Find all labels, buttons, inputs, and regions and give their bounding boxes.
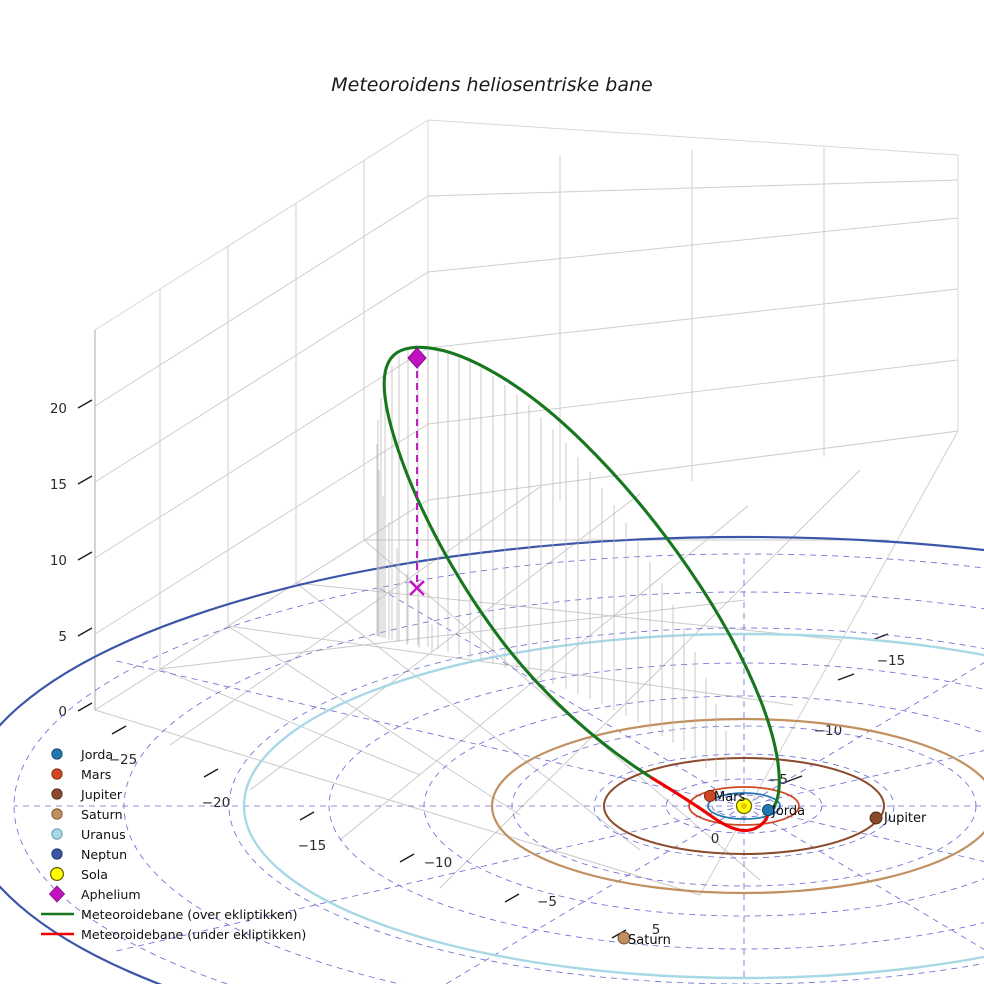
z-axis (77, 330, 96, 712)
z-tick-4: 20 (50, 401, 67, 417)
x-tick-6: 5 (652, 922, 661, 938)
aphelion-marker (407, 347, 427, 369)
meteoroid-orbit-over-ecliptic (382, 345, 781, 814)
planet-label-saturn: Saturn (628, 933, 671, 948)
orbit-neptun (0, 535, 984, 984)
meteoroid-orbit-under-ecliptic (650, 776, 770, 833)
legend: Jorda Mars Jupiter Saturn Uranus Neptun … (41, 747, 306, 942)
legend-label-uranus: Uranus (81, 827, 126, 842)
planet-orbits (0, 535, 984, 984)
z-tick-labels: 0 5 10 15 20 (50, 401, 67, 720)
legend-label-neptun: Neptun (81, 847, 127, 862)
axes-pane-floor (93, 430, 959, 896)
x-tick-1: −20 (202, 795, 231, 811)
aphelion-ground-marker (409, 580, 425, 596)
legend-marker-sola (49, 866, 64, 881)
x-axis-ticks (111, 725, 627, 939)
orbit-mars (688, 786, 800, 826)
legend-marker-saturn (51, 808, 63, 820)
x-tick-4: −5 (537, 894, 557, 910)
orbit-jorda (707, 792, 781, 820)
legend-label-over-ecliptic: Meteoroidebane (over ekliptikken) (81, 907, 298, 922)
axes-pane-back (94, 119, 959, 711)
z-tick-1: 5 (58, 629, 67, 645)
legend-label-aphelium: Aphelium (81, 887, 141, 902)
x-tick-0: −25 (109, 752, 138, 768)
sun-marker (735, 797, 753, 815)
planet-label-mars: Mars (714, 790, 746, 805)
planet-label-jorda: Jorda (771, 804, 805, 819)
x-tick-labels: −25 −20 −15 −10 −5 0 5 (109, 752, 720, 938)
y-tick-2: −15 (877, 653, 906, 669)
legend-marker-jorda (51, 748, 63, 760)
z-tick-3: 15 (50, 477, 67, 493)
polar-grid (13, 553, 984, 984)
planet-dot-saturn (617, 931, 631, 945)
legend-marker-jupiter (51, 788, 63, 800)
legend-label-jupiter: Jupiter (80, 787, 123, 802)
planet-dot-jorda (761, 803, 775, 817)
x-tick-5: 0 (711, 831, 720, 847)
z-tick-2: 10 (50, 553, 67, 569)
page-title: Meteoroidens heliosentriske bane (331, 74, 653, 96)
legend-label-mars: Mars (81, 767, 111, 782)
orbit-jupiter (603, 757, 885, 855)
planet-dot-mars (703, 789, 717, 803)
legend-label-jorda: Jorda (80, 747, 113, 762)
orbit-stem-lines (376, 347, 727, 786)
planet-label-jupiter: Jupiter (883, 811, 927, 826)
legend-marker-neptun (51, 848, 63, 860)
legend-label-sola: Sola (81, 867, 108, 882)
z-tick-0: 0 (58, 704, 67, 720)
x-tick-3: −10 (424, 855, 453, 871)
legend-marker-mars (51, 768, 63, 780)
x-tick-2: −15 (298, 838, 327, 854)
legend-marker-uranus (51, 828, 63, 840)
y-axis-ticks (785, 633, 889, 783)
planet-dot-jupiter (869, 811, 883, 825)
legend-label-under-ecliptic: Meteoroidebane (under ekliptikken) (81, 927, 306, 942)
orbit-saturn (490, 717, 984, 895)
orbit-uranus (242, 632, 984, 980)
legend-marker-aphelium (48, 885, 66, 903)
legend-label-saturn: Saturn (81, 807, 123, 822)
